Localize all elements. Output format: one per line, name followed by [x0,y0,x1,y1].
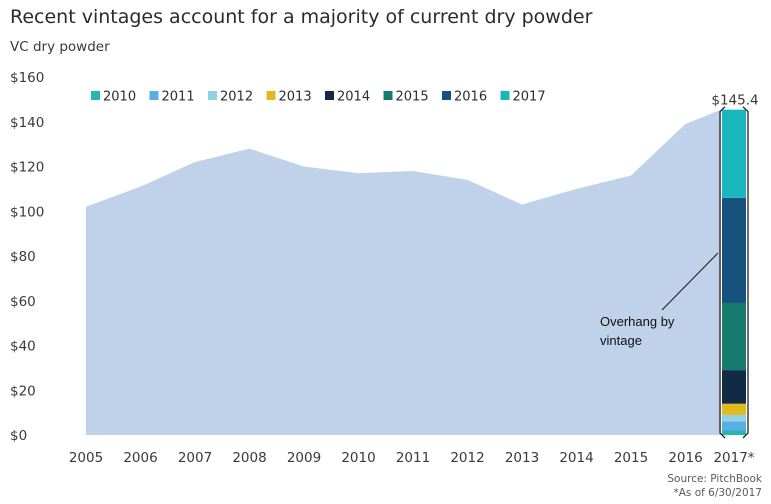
x-tick-label: 2013 [505,450,539,466]
legend-label-2017: 2017 [513,90,546,105]
x-tick-label: 2007 [178,450,212,466]
bar-total-label: $145.4 [711,93,758,109]
legend-swatch-2013 [266,91,276,100]
y-tick-label: $120 [10,160,44,176]
legend-label-2015: 2015 [396,90,429,105]
x-tick-label: 2006 [123,450,157,466]
bar-bracket-right [742,106,749,439]
x-axis: 2005 2006 2007 2008 2009 2010 2011 2012 2013 2014… [69,450,755,466]
plot-area [86,109,721,435]
bar-segment-2010 [722,430,746,435]
annotation-leader-line [661,252,719,311]
legend-label-2012: 2012 [220,90,253,105]
y-tick-label: $20 [10,383,36,399]
bar-segment-2013 [722,403,746,415]
legend-swatch-2010 [91,91,100,100]
annotation-text-line: vintage [600,333,642,348]
chart-title: Recent vintages account for a majority o… [10,6,593,28]
bar-bracket [719,106,726,439]
dry-powder-area [86,109,721,435]
x-tick-label: 2005 [69,450,103,466]
y-tick-label: $80 [10,249,36,265]
y-axis: $0 $20 $40 $60 $80 $100 $120 $140 $160 [10,70,44,444]
y-tick-label: $0 [10,428,27,444]
chart-subtitle: VC dry powder [10,39,110,55]
bar-segment-2015 [722,302,746,371]
source: Source: PitchBook *As of 6/30/2017 [667,473,763,499]
legend-label-2011: 2011 [162,90,195,105]
x-tick-label: 2014 [559,450,593,466]
bar-segment-2014 [722,370,746,404]
annotation-text-line: Overhang by [600,314,675,329]
y-tick-label: $140 [10,115,44,131]
source-text: Source: PitchBook [667,473,763,485]
legend-swatch-2016 [442,91,451,100]
x-tick-label: 2012 [450,450,484,466]
legend-label-2014: 2014 [337,90,370,105]
stacked-bar: $145.4 [711,93,759,439]
x-tick-label: 2010 [341,450,375,466]
legend-swatch-2012 [208,91,217,100]
x-tick-label: 2015 [614,450,648,466]
legend-swatch-2015 [383,91,393,100]
y-tick-label: $40 [10,339,36,355]
legend-swatch-2014 [325,91,334,100]
legend-label-2013: 2013 [279,90,312,105]
bar-segment-2011 [722,421,746,431]
x-tick-label: 2017* [713,450,754,466]
x-tick-label: 2008 [232,450,266,466]
legend-swatch-2017 [500,91,510,100]
legend-label-2010: 2010 [103,90,136,105]
footnote-text: *As of 6/30/2017 [673,487,762,499]
x-tick-label: 2011 [396,450,430,466]
y-tick-label: $160 [10,70,44,86]
legend-label-2016: 2016 [454,90,487,105]
bar-segment-2012 [722,414,746,422]
x-tick-label: 2016 [668,450,702,466]
x-tick-label: 2009 [287,450,321,466]
annotation: Overhang by vintage [600,252,719,348]
legend-swatch-2011 [149,91,159,100]
y-tick-label: $100 [10,204,44,220]
y-tick-label: $60 [10,294,36,310]
legend: 2010 2011 2012 2013 2014 2015 2016 2017 [91,90,546,105]
bar-segment-2016 [722,197,746,303]
bar-segment-2017 [722,109,746,198]
